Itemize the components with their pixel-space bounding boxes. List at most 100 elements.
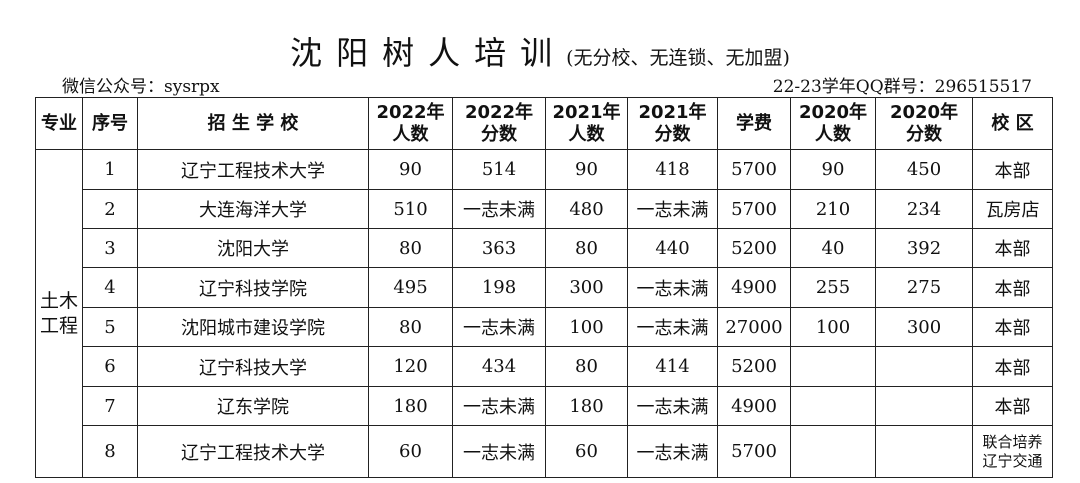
cell: 7 <box>82 386 138 426</box>
cell: 5700 <box>717 425 791 478</box>
row: 6 辽宁科技大学 120 434 80 414 5200 本部 <box>36 346 1053 387</box>
cell: 80 <box>545 228 628 268</box>
cell: 180 <box>545 386 628 426</box>
row: 8 辽宁工程技术大学 60 一志未满 60 一志未满 5700 联合培养 辽宁交通 <box>36 425 1053 478</box>
row: 4 辽宁科技学院 495 198 300 一志未满 4900 255 275 本部 <box>36 267 1053 308</box>
cell: 80 <box>368 228 453 268</box>
cell: 234 <box>875 189 973 229</box>
row: 5 沈阳城市建设学院 80 一志未满 100 一志未满 27000 100 300 本部 <box>36 307 1053 347</box>
column-header: 2021年 分数 <box>627 97 718 150</box>
cell: 本部 <box>972 149 1053 190</box>
cell: 60 <box>545 425 628 478</box>
cell: 434 <box>452 346 546 387</box>
column-header: 专业 <box>35 97 83 150</box>
cell: 4900 <box>717 386 791 426</box>
row: 土木 工程 1 辽宁工程技术大学 90 514 90 418 5700 90 450 本部 <box>35 149 1053 478</box>
column-header: 2020年 分数 <box>875 97 973 150</box>
cell <box>875 386 973 426</box>
cell: 4900 <box>717 267 791 308</box>
cell: 275 <box>875 267 973 308</box>
column-header: 序号 <box>82 97 138 150</box>
cell: 363 <box>452 228 546 268</box>
cell: 本部 <box>972 228 1053 268</box>
cell: 辽宁科技大学 <box>137 346 369 387</box>
cell: 414 <box>627 346 718 387</box>
cell: 80 <box>368 307 453 347</box>
cell: 495 <box>368 267 453 308</box>
cell: 本部 <box>972 307 1053 347</box>
cell: 5200 <box>717 228 791 268</box>
cell: 100 <box>790 307 876 347</box>
cell: 辽宁工程技术大学 <box>137 425 369 478</box>
cell: 一志未满 <box>452 307 546 347</box>
cell: 418 <box>627 149 718 190</box>
cell: 沈阳大学 <box>137 228 369 268</box>
cell: 一志未满 <box>452 189 546 229</box>
cell: 3 <box>82 228 138 268</box>
cell: 27000 <box>717 307 791 347</box>
cell: 392 <box>875 228 973 268</box>
cell: 5700 <box>717 189 791 229</box>
cell: 大连海洋大学 <box>137 189 369 229</box>
major: 土木 工程 <box>35 149 83 478</box>
cell: 255 <box>790 267 876 308</box>
cell: 120 <box>368 346 453 387</box>
cell: 80 <box>545 346 628 387</box>
cell: 辽宁工程技术大学 <box>137 149 369 190</box>
header-row: 专业 序号招 生 学 校 2022年 人数 2022年 分数 2021年 人数 2021年… <box>35 97 1053 150</box>
cell: 198 <box>452 267 546 308</box>
wechat: 微信公众号：sysrpx <box>62 77 220 97</box>
cell: 40 <box>790 228 876 268</box>
cell: 一志未满 <box>452 386 546 426</box>
cell: 510 <box>368 189 453 229</box>
cell <box>790 386 876 426</box>
cell: 440 <box>627 228 718 268</box>
cell: 100 <box>545 307 628 347</box>
column-header: 2022年 人数 <box>368 97 453 150</box>
title: 沈阳树人培训 <box>290 34 567 72</box>
cell: 210 <box>790 189 876 229</box>
cell: 8 <box>82 425 138 478</box>
cell: 90 <box>368 149 453 190</box>
cell: 一志未满 <box>627 386 718 426</box>
cell: 本部 <box>972 267 1053 308</box>
cell: 本部 <box>972 386 1053 426</box>
cell: 514 <box>452 149 546 190</box>
cell: 辽东学院 <box>137 386 369 426</box>
cell: 5700 <box>717 149 791 190</box>
cell <box>875 425 973 478</box>
cell: 90 <box>545 149 628 190</box>
title-block: 沈阳树人培训(无分校、无连锁、无加盟) <box>0 28 1080 74</box>
cell: 联合培养 辽宁交通 <box>972 425 1053 478</box>
cell: 一志未满 <box>452 425 546 478</box>
cell: 4 <box>82 267 138 308</box>
cell: 1 <box>82 149 138 190</box>
row: 2 大连海洋大学 510 一志未满 480 一志未满 5700 210 234 瓦房店 <box>36 189 1053 229</box>
cell: 本部 <box>972 346 1053 387</box>
column-header: 2021年 人数 <box>545 97 628 150</box>
cell: 300 <box>875 307 973 347</box>
cell: 5200 <box>717 346 791 387</box>
cell: 一志未满 <box>627 267 718 308</box>
column-header: 2020年 人数 <box>790 97 876 150</box>
cell: 瓦房店 <box>972 189 1053 229</box>
cell <box>790 346 876 387</box>
cell <box>875 346 973 387</box>
cell: 300 <box>545 267 628 308</box>
cell: 180 <box>368 386 453 426</box>
row: 7 辽东学院 180 一志未满 180 一志未满 4900 本部 <box>36 386 1053 426</box>
cell: 一志未满 <box>627 425 718 478</box>
cell: 480 <box>545 189 628 229</box>
column-header: 校 区 <box>972 97 1053 150</box>
cell <box>790 425 876 478</box>
column-header: 招 生 学 校 <box>137 97 369 150</box>
column-header: 2022年 分数 <box>452 97 546 150</box>
row: 3 沈阳大学 80 363 80 440 5200 40 392 本部 <box>36 228 1053 268</box>
cell: 一志未满 <box>627 189 718 229</box>
cell: 6 <box>82 346 138 387</box>
subtitle: (无分校、无连锁、无加盟) <box>566 47 790 69</box>
cell: 90 <box>790 149 876 190</box>
cell: 450 <box>875 149 973 190</box>
cell: 60 <box>368 425 453 478</box>
